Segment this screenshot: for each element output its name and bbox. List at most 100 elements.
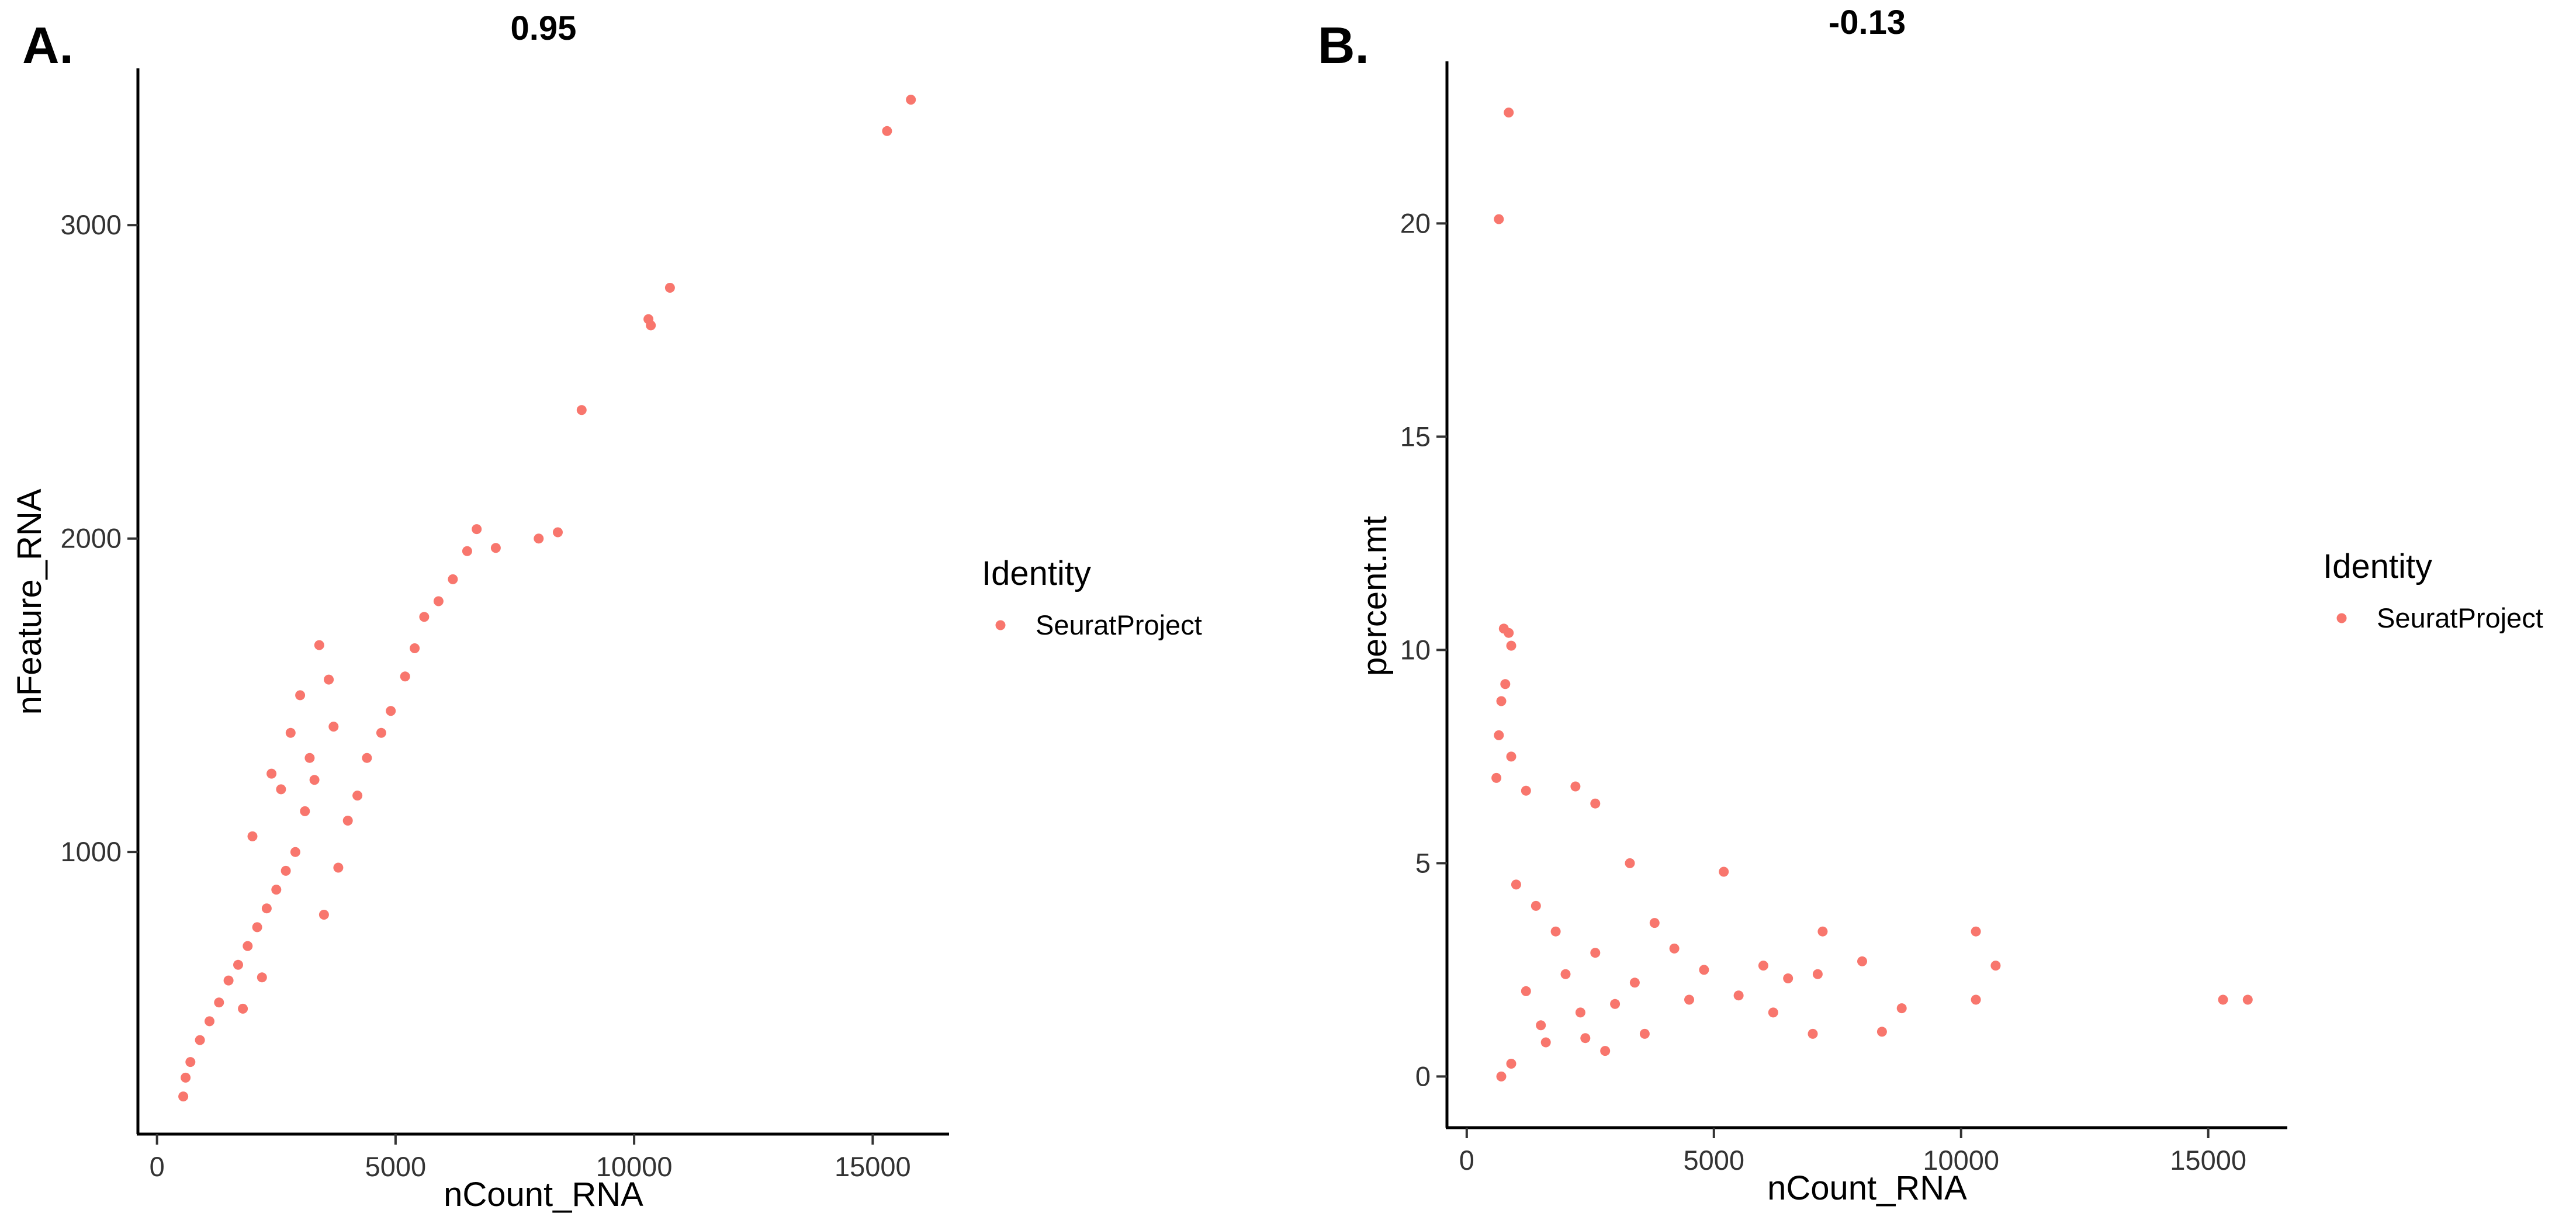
data-point (1639, 1028, 1650, 1039)
data-point (1783, 973, 1793, 983)
data-point (2218, 994, 2228, 1005)
data-point (362, 753, 372, 763)
data-point (1669, 943, 1680, 954)
data-point (233, 959, 243, 970)
data-point (185, 1057, 196, 1067)
data-point (1500, 679, 1511, 689)
data-point (1531, 900, 1541, 911)
panel-b-x-axis-title: nCount_RNA (1767, 1169, 1967, 1207)
data-point (1971, 994, 1981, 1005)
data-point (1560, 969, 1571, 979)
data-point (328, 722, 339, 732)
data-point (257, 972, 267, 983)
panel-a-x-axis-title: nCount_RNA (444, 1176, 643, 1214)
panel-b-points (1491, 108, 2253, 1082)
data-point (300, 806, 310, 816)
data-point (1494, 214, 1504, 224)
data-point (906, 95, 916, 105)
data-point (1580, 1033, 1591, 1044)
data-point (462, 546, 472, 556)
data-point (352, 791, 363, 801)
data-point (342, 816, 353, 826)
data-point (285, 727, 296, 738)
data-point (252, 922, 262, 933)
data-point (646, 320, 656, 331)
y-tick-label: 0 (1415, 1060, 1431, 1091)
data-point (1817, 926, 1828, 937)
data-point (576, 405, 587, 415)
data-point (376, 727, 386, 738)
data-point (318, 910, 329, 920)
data-point (1857, 956, 1867, 966)
data-point (534, 533, 544, 544)
data-point (205, 1016, 214, 1027)
panel-a-legend-title: Identity (982, 554, 1091, 592)
y-tick-label: 10 (1400, 634, 1431, 665)
panel-a-title: 0.95 (511, 9, 577, 47)
y-tick-label: 3000 (60, 209, 122, 240)
data-point (1536, 1020, 1546, 1031)
data-point (664, 283, 675, 293)
data-point (433, 596, 444, 606)
data-point (223, 975, 234, 986)
data-point (1494, 730, 1504, 740)
y-tick-label: 20 (1400, 207, 1431, 238)
data-point (1719, 866, 1729, 877)
data-point (1876, 1027, 1887, 1037)
panel-a-legend-label: SeuratProject (1036, 609, 1202, 640)
data-point (1768, 1007, 1778, 1018)
y-tick-label: 15 (1400, 421, 1431, 452)
data-point (1649, 918, 1660, 928)
data-point (1699, 965, 1709, 975)
data-point (448, 574, 458, 584)
data-point (214, 997, 224, 1008)
panel-a-x-ticks: 0 5000 10000 15000 (150, 1134, 911, 1182)
data-point (247, 831, 258, 841)
data-point (1758, 961, 1768, 971)
data-point (271, 885, 282, 895)
data-point (490, 543, 501, 553)
data-point (419, 612, 430, 622)
data-point (304, 753, 315, 763)
data-point (333, 862, 344, 873)
data-point (1600, 1046, 1611, 1056)
panel-a-y-axis-title: nFeature_RNA (11, 488, 49, 715)
data-point (882, 126, 892, 136)
data-point (1990, 961, 2001, 971)
data-point (2242, 994, 2253, 1005)
panel-a-y-ticks: 1000 2000 3000 (60, 209, 138, 867)
panel-b-x-ticks: 0 5000 10000 15000 (1459, 1128, 2246, 1176)
data-point (1540, 1037, 1551, 1048)
data-point (1896, 1003, 1907, 1014)
data-point (1506, 1059, 1516, 1069)
panel-a-legend-swatch (995, 620, 1006, 630)
panel-b-y-axis-title: percent.mt (1356, 516, 1394, 676)
data-point (1684, 994, 1694, 1005)
panel-a-points (178, 95, 916, 1102)
data-point (324, 674, 334, 685)
data-point (1812, 969, 1823, 979)
data-point (1496, 1071, 1507, 1082)
data-point (1511, 879, 1521, 890)
y-tick-label: 1000 (60, 836, 122, 867)
x-tick-label: 10000 (596, 1151, 673, 1182)
data-point (1506, 640, 1516, 651)
data-point (1521, 986, 1531, 996)
y-tick-label: 2000 (60, 523, 122, 554)
panel-b-legend-swatch (2336, 613, 2347, 623)
panel-b-legend-title: Identity (2323, 547, 2432, 585)
x-tick-label: 5000 (1683, 1145, 1744, 1176)
data-point (281, 865, 291, 876)
data-point (1504, 628, 1514, 638)
data-point (1971, 926, 1981, 937)
x-tick-label: 0 (150, 1151, 165, 1182)
panel-b-title: -0.13 (1829, 4, 1906, 41)
x-tick-label: 15000 (2170, 1145, 2246, 1176)
data-point (290, 847, 300, 857)
data-point (386, 706, 396, 716)
data-point (266, 768, 277, 779)
data-point (1491, 772, 1502, 783)
data-point (1590, 948, 1601, 958)
data-point (400, 671, 410, 682)
